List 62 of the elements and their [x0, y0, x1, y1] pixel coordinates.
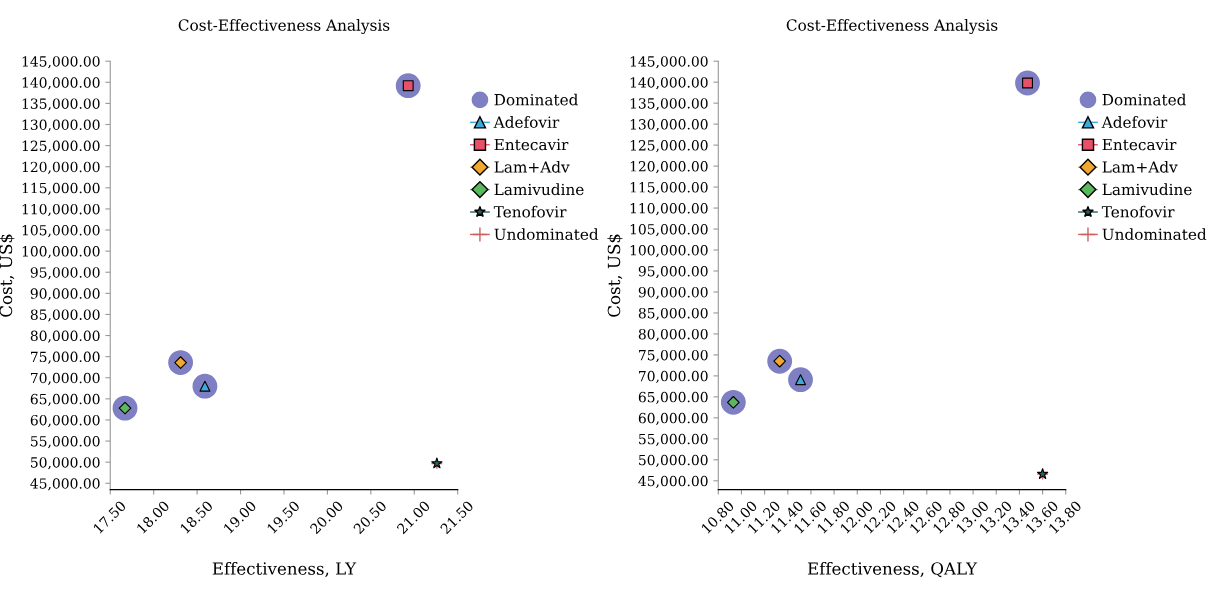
y-tick-label: 65,000.00: [30, 393, 100, 407]
y-tick-label: 80,000.00: [30, 330, 100, 343]
y-tick-label: 80,000.00: [638, 328, 708, 342]
y-tick-label: 115,000.00: [630, 182, 708, 195]
y-tick-label: 70,000.00: [31, 372, 100, 385]
y-tick-label: 90,000.00: [638, 286, 708, 300]
y-tick-label: 135,000.00: [22, 98, 100, 111]
x-axis-title: Effectiveness, LY: [212, 561, 357, 577]
y-axis-title: Cost, US$: [607, 234, 623, 317]
legend-label: Entecavir: [494, 138, 569, 151]
y-tick-label: 145,000.00: [630, 56, 708, 69]
y-tick-label: 100,000.00: [630, 244, 708, 258]
legend-label: Lamivudine: [494, 183, 584, 196]
x-axis-title: Effectiveness, QALY: [807, 561, 978, 578]
y-tick-label: 120,000.00: [630, 161, 708, 174]
legend-label: Tenofovir: [1101, 205, 1175, 218]
y-axis-title: Cost, US$: [0, 234, 15, 317]
y-tick-label: 90,000.00: [30, 288, 100, 301]
legend-label: Undominated: [494, 228, 599, 241]
y-tick-label: 65,000.00: [638, 391, 708, 405]
y-tick-label: 60,000.00: [30, 414, 100, 428]
legend-label: Tenofovir: [493, 205, 567, 218]
legend-label: Lam+Adv: [494, 160, 570, 173]
y-tick-label: 130,000.00: [630, 119, 708, 132]
chart-title: Cost-Effectiveness Analysis: [786, 19, 998, 35]
y-tick-label: 125,000.00: [630, 140, 708, 153]
y-tick-label: 135,000.00: [630, 98, 708, 111]
legend-label: Entecavir: [1102, 138, 1177, 151]
y-tick-label: 95,000.00: [30, 267, 100, 280]
y-tick-label: 85,000.00: [30, 309, 100, 322]
y-tick-label: 75,000.00: [31, 351, 100, 364]
y-tick-label: 125,000.00: [22, 140, 100, 153]
y-tick-label: 95,000.00: [638, 265, 708, 279]
y-tick-label: 85,000.00: [638, 307, 708, 321]
y-tick-label: 55,000.00: [639, 433, 708, 446]
legend-label: Lamivudine: [1102, 183, 1192, 196]
legend-label: Undominated: [1102, 228, 1207, 241]
y-tick-label: 130,000.00: [22, 119, 100, 132]
legend-label: Dominated: [494, 93, 578, 106]
y-tick-label: 105,000.00: [22, 225, 100, 238]
y-tick-label: 100,000.00: [22, 246, 100, 259]
y-tick-label: 145,000.00: [22, 56, 100, 69]
y-tick-label: 70,000.00: [639, 370, 708, 384]
legend-label: Adefovir: [1101, 116, 1168, 128]
y-tick-label: 140,000.00: [630, 77, 708, 90]
y-tick-label: 50,000.00: [639, 454, 708, 467]
legend-label: Lam+Adv: [1102, 160, 1178, 173]
y-tick-label: 115,000.00: [22, 182, 100, 195]
y-tick-label: 45,000.00: [638, 475, 708, 488]
chart-title: Cost-Effectiveness Analysis: [178, 19, 390, 35]
y-tick-label: 120,000.00: [22, 161, 100, 174]
y-tick-label: 105,000.00: [630, 224, 708, 237]
y-tick-label: 45,000.00: [30, 478, 100, 491]
legend-label: Adefovir: [493, 116, 560, 128]
y-tick-label: 110,000.00: [630, 203, 708, 216]
y-tick-label: 110,000.00: [22, 203, 100, 217]
y-tick-label: 75,000.00: [639, 349, 708, 363]
y-tick-label: 60,000.00: [638, 412, 708, 426]
y-tick-label: 55,000.00: [31, 436, 100, 449]
y-tick-label: 140,000.00: [22, 77, 100, 90]
legend-label: Dominated: [1102, 93, 1187, 106]
y-tick-label: 50,000.00: [31, 457, 100, 470]
